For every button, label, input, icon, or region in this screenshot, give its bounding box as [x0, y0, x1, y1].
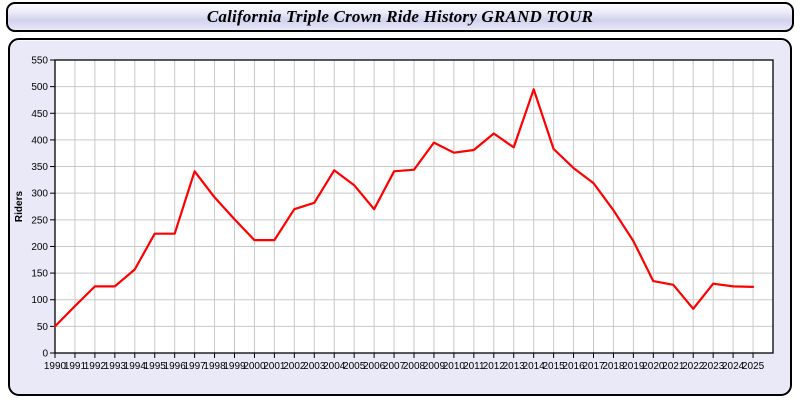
x-tick-label: 2013 — [503, 361, 526, 372]
y-tick-label: 300 — [31, 189, 48, 200]
x-tick-label: 2014 — [523, 361, 546, 372]
x-tick-label: 2004 — [323, 361, 346, 372]
x-tick-label: 1994 — [124, 361, 147, 372]
y-tick-label: 0 — [42, 349, 48, 360]
x-tick-label: 2002 — [283, 361, 306, 372]
y-tick-label: 550 — [31, 56, 48, 67]
x-tick-label: 2009 — [423, 361, 446, 372]
x-tick-label: 1990 — [44, 361, 67, 372]
x-tick-label: 2006 — [363, 361, 386, 372]
x-tick-label: 2025 — [742, 361, 765, 372]
y-tick-label: 200 — [31, 242, 48, 253]
y-tick-label: 450 — [31, 109, 48, 120]
x-tick-label: 2007 — [383, 361, 406, 372]
x-tick-label: 2021 — [662, 361, 685, 372]
y-tick-label: 400 — [31, 135, 48, 146]
x-tick-label: 2017 — [582, 361, 605, 372]
x-tick-label: 1997 — [183, 361, 206, 372]
x-tick-label: 2010 — [443, 361, 466, 372]
riders-series-line — [53, 88, 755, 328]
x-tick-label: 2012 — [483, 361, 506, 372]
x-tick-label: 1995 — [144, 361, 167, 372]
x-tick-label: 2022 — [682, 361, 705, 372]
y-tick-label: 100 — [31, 295, 48, 306]
chart-panel: 0 50 100 150 200 250 300 350 400 450 500 550 1990 199… — [8, 38, 792, 396]
x-tick-label: 1992 — [84, 361, 107, 372]
x-tick-label: 2019 — [622, 361, 645, 372]
x-tick-label: 2016 — [562, 361, 585, 372]
x-tick-label: 1998 — [203, 361, 226, 372]
x-tick-label: 2003 — [303, 361, 326, 372]
y-tick-label: 50 — [37, 322, 49, 333]
x-tick-label: 2005 — [343, 361, 366, 372]
x-tick-label: 2023 — [702, 361, 725, 372]
x-tick-label: 1996 — [164, 361, 187, 372]
x-tick-label: 2018 — [602, 361, 625, 372]
y-tick-label: 500 — [31, 82, 48, 93]
title-bar: California Triple Crown Ride History GRA… — [6, 2, 794, 32]
y-tick-label: 350 — [31, 162, 48, 173]
x-tick-label: 2011 — [463, 361, 485, 372]
x-tick-label: 1993 — [104, 361, 127, 372]
x-tick-label: 1999 — [223, 361, 246, 372]
x-tick-label: 2020 — [642, 361, 665, 372]
x-tick-label: 1991 — [64, 361, 87, 372]
x-tick-label: 2001 — [263, 361, 286, 372]
y-axis-title: Riders — [14, 191, 25, 223]
y-tick-label: 250 — [31, 215, 48, 226]
riders-line-chart: 0501001502002503003504004505005501990199… — [14, 56, 774, 372]
y-tick-label: 150 — [31, 269, 48, 280]
x-tick-label: 2008 — [403, 361, 426, 372]
x-tick-label: 2024 — [722, 361, 745, 372]
x-tick-label: 2015 — [542, 361, 565, 372]
x-tick-label: 2000 — [243, 361, 266, 372]
page-title: California Triple Crown Ride History GRA… — [206, 7, 594, 26]
